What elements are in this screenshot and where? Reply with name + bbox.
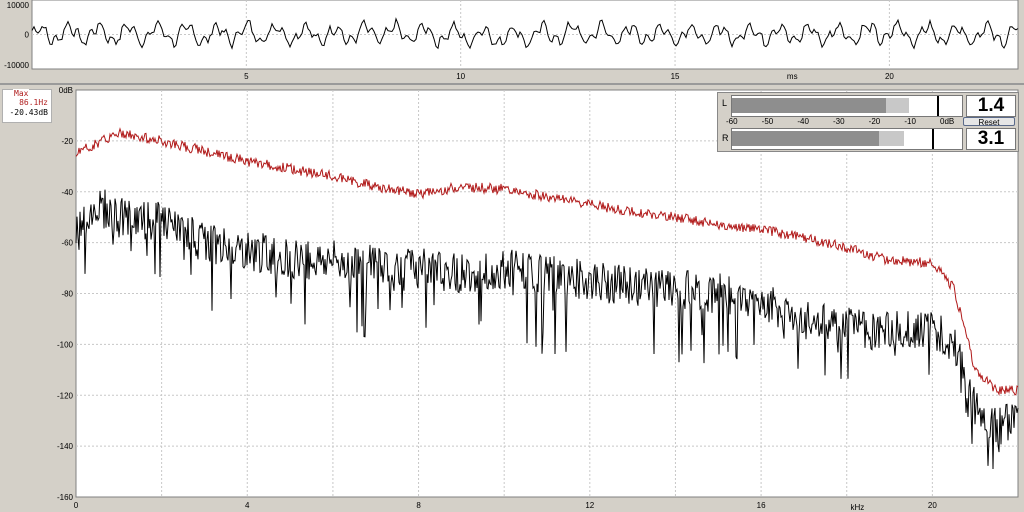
meter-reset-button[interactable]: Reset	[963, 117, 1015, 127]
spectrum-x-unit: kHz	[851, 503, 865, 512]
meter-right-value: 3.1	[966, 128, 1016, 150]
meter-right-fill	[732, 131, 880, 146]
spectrum-y-ticks: 0dB -20 -40 -60 -80 -100 -120 -140 -160	[57, 86, 74, 502]
waveform-x-tick-label: 10	[456, 72, 465, 81]
waveform-y-tick-label: -10000	[4, 61, 29, 70]
spectrum-x-tick-label: 8	[416, 501, 421, 510]
spectrum-y-tick-label: 0dB	[59, 86, 73, 95]
spectrum-current-trace	[75, 189, 1019, 470]
spectrum-x-tick-label: 20	[928, 501, 937, 510]
meter-left-fill	[732, 98, 887, 113]
spectrum-y-tick-label: -20	[61, 137, 73, 146]
waveform-y-ticks: 10000 0 -10000	[4, 1, 29, 70]
spectrum-y-tick-label: -100	[57, 340, 74, 349]
spectrum-x-tick-label: 16	[757, 501, 766, 510]
meter-left-bar	[731, 95, 963, 117]
meter-scale-label: -40	[797, 117, 809, 126]
spectrum-x-tick-label: 0	[74, 501, 79, 510]
spectrum-y-tick-label: -140	[57, 442, 74, 451]
meter-right-hold-fill	[879, 131, 905, 146]
spectrum-y-tick-label: -80	[61, 290, 73, 299]
max-readout-level: -20.43dB	[9, 108, 48, 117]
meter-right-peak-marker	[932, 129, 934, 149]
meter-left-label: L	[722, 98, 728, 108]
max-readout-box: Max 86.1Hz -20.43dB	[2, 89, 52, 123]
spectrum-x-tick-label: 4	[245, 501, 250, 510]
meter-scale-label: -20	[868, 117, 881, 126]
waveform-x-tick-label: 15	[671, 72, 680, 81]
waveform-x-ticks: 5 10 15 20 ms	[244, 72, 894, 81]
spectrum-y-tick-label: -120	[57, 391, 74, 400]
meter-scale-label: 0dB	[940, 117, 955, 126]
waveform-chart: 10000 0 -10000 5 10 15 20 ms	[0, 0, 1024, 84]
meter-right-label: R	[722, 133, 729, 143]
pane-splitter[interactable]	[0, 83, 1024, 85]
meter-scale-label: -30	[833, 117, 845, 126]
level-meter-panel: L 1.4 -60 -50 -40 -30 -20 -10 0dB Reset R 3.1	[717, 92, 1019, 152]
spectrum-x-tick-label: 12	[585, 501, 594, 510]
spectrum-y-tick-label: -60	[61, 239, 73, 248]
meter-left-peak-marker	[937, 96, 939, 116]
spectrum-chart: 0dB -20 -40 -60 -80 -100 -120 -140 -160 0 4 8 12 16 2…	[0, 85, 1024, 512]
meter-scale-label: -10	[904, 117, 916, 126]
waveform-y-tick-label: 10000	[7, 1, 30, 10]
spectrum-peak-trace	[75, 127, 1019, 397]
waveform-trace	[31, 17, 1019, 50]
waveform-x-tick-label: 5	[244, 72, 249, 81]
meter-scale-label: -60	[726, 117, 738, 126]
waveform-x-unit: ms	[787, 72, 798, 81]
spectrum-y-tick-label: -160	[57, 493, 74, 502]
max-readout-title: Max	[13, 89, 30, 98]
waveform-y-tick-label: 0	[25, 31, 30, 40]
waveform-grid	[32, 0, 1018, 69]
spectrum-x-ticks: 0 4 8 12 16 20 kHz	[74, 501, 938, 512]
max-readout-frequency: 86.1Hz	[19, 98, 48, 107]
waveform-x-tick-label: 20	[885, 72, 894, 81]
meter-scale-label: -50	[761, 117, 774, 126]
spectrum-y-tick-label: -40	[61, 188, 73, 197]
meter-right-bar	[731, 128, 963, 150]
meter-left-hold-fill	[886, 98, 910, 113]
meter-left-value: 1.4	[966, 95, 1016, 117]
